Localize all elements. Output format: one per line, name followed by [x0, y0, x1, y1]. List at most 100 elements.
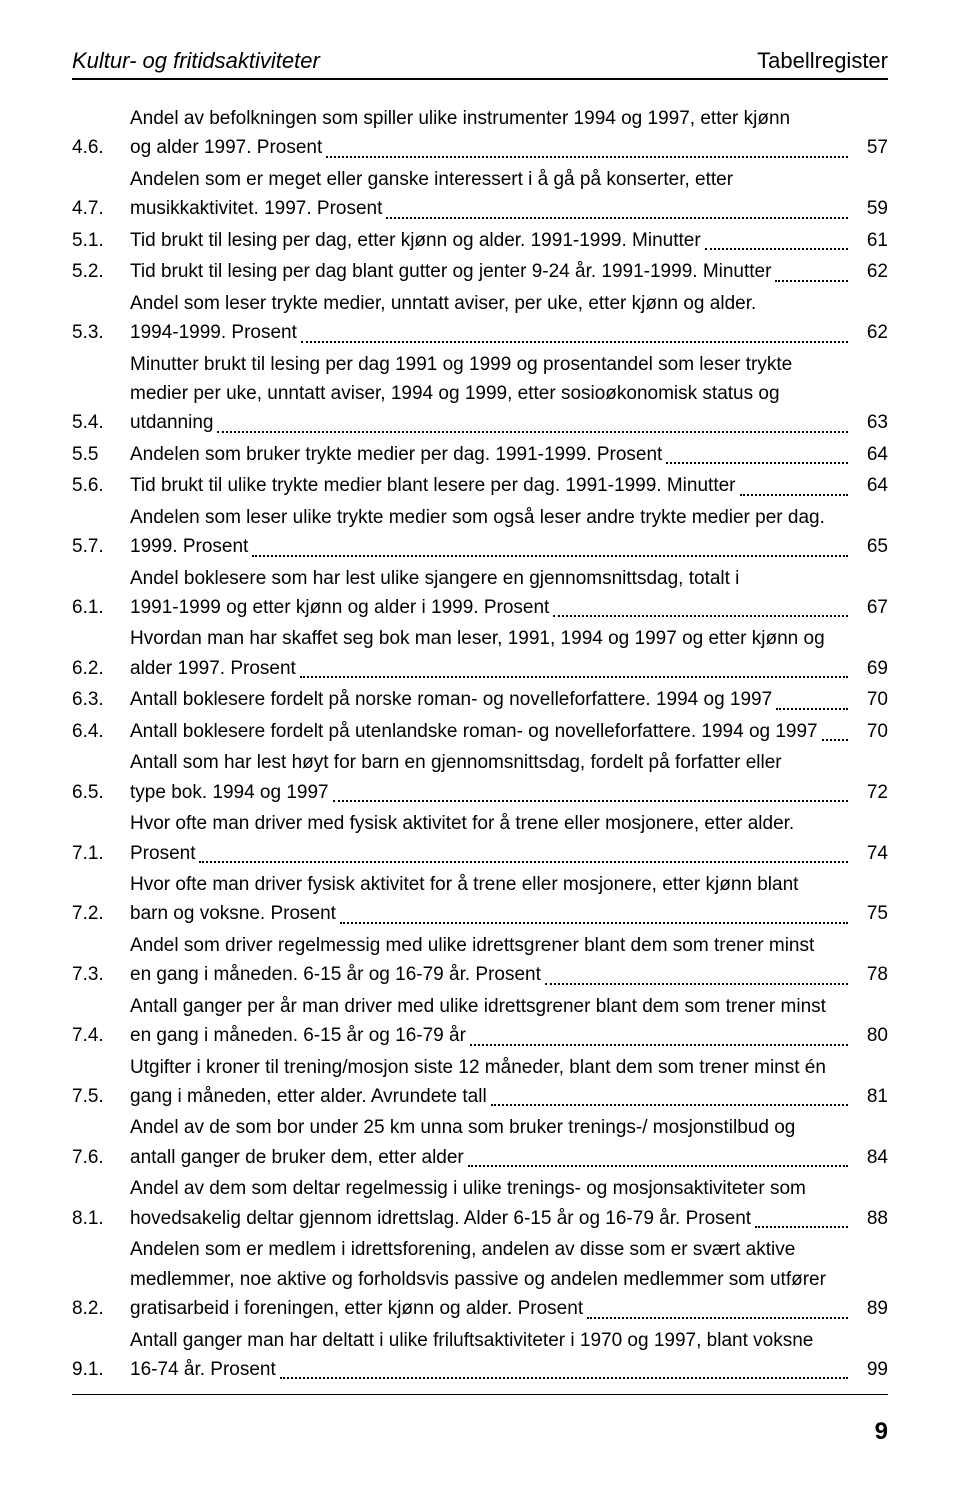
toc-entry-text: Andelen som leser ulike trykte medier so…	[130, 503, 825, 532]
toc-entry-text: type bok. 1994 og 1997	[130, 778, 329, 807]
toc-entry-page: 67	[852, 593, 888, 622]
toc-entry-text: Andelen som bruker trykte medier per dag…	[130, 440, 662, 469]
toc-entry-text: Tid brukt til lesing per dag blant gutte…	[130, 257, 771, 286]
toc-entry: 5.7.Andelen som leser ulike trykte medie…	[72, 503, 888, 562]
toc-entry-text-wrap: Antall ganger per år man driver med ulik…	[130, 992, 888, 1051]
toc-entry-text: Minutter brukt til lesing per dag 1991 o…	[130, 350, 792, 379]
toc-entry-text: Hvordan man har skaffet seg bok man lese…	[130, 624, 825, 653]
toc-entry-line: 16-74 år. Prosent 99	[130, 1355, 888, 1384]
toc-entry-line: Hvor ofte man driver fysisk aktivitet fo…	[130, 870, 888, 899]
toc-entry-number: 6.5.	[72, 778, 130, 807]
toc-entry: 7.1.Hvor ofte man driver med fysisk akti…	[72, 809, 888, 868]
toc-entry-text-wrap: Antall boklesere fordelt på norske roman…	[130, 685, 888, 714]
toc-entry-number: 5.1.	[72, 226, 130, 255]
toc-entry: 6.4.Antall boklesere fordelt på utenland…	[72, 717, 888, 746]
toc-entry-line: type bok. 1994 og 1997 72	[130, 778, 888, 807]
toc-entry-page: 99	[852, 1355, 888, 1384]
toc-entry-line: gang i måneden, etter alder. Avrundete t…	[130, 1082, 888, 1111]
toc-entry-page: 89	[852, 1294, 888, 1323]
toc-entry-text-wrap: Andelen som bruker trykte medier per dag…	[130, 440, 888, 469]
toc-entry-number: 6.3.	[72, 685, 130, 714]
toc-entry-text: Antall ganger per år man driver med ulik…	[130, 992, 826, 1021]
toc-entry-text-wrap: Andel av befolkningen som spiller ulike …	[130, 104, 888, 163]
toc-entry-line: barn og voksne. Prosent75	[130, 899, 888, 928]
toc-entry: 6.5.Antall som har lest høyt for barn en…	[72, 748, 888, 807]
toc-leader-dots	[775, 280, 848, 282]
toc-entry-page: 72	[852, 778, 888, 807]
toc-entry-text-wrap: Andel boklesere som har lest ulike sjang…	[130, 564, 888, 623]
toc-leader-dots	[755, 1226, 848, 1228]
toc-entry-text: Antall ganger man har deltatt i ulike fr…	[130, 1326, 813, 1355]
toc-entry-text: Antall boklesere fordelt på utenlandske …	[130, 717, 818, 746]
page-header: Kultur- og fritidsaktiviteter Tabellregi…	[72, 48, 888, 80]
toc-entry: 6.2.Hvordan man har skaffet seg bok man …	[72, 624, 888, 683]
toc-entry-line: og alder 1997. Prosent 57	[130, 133, 888, 162]
bottom-rule	[72, 1394, 888, 1395]
toc-leader-dots	[386, 217, 848, 219]
toc-entry: 5.6.Tid brukt til ulike trykte medier bl…	[72, 471, 888, 500]
toc-entry-page: 88	[852, 1204, 888, 1233]
toc-entry-line: Antall ganger man har deltatt i ulike fr…	[130, 1326, 888, 1355]
toc-leader-dots	[776, 708, 848, 710]
toc-entry-page: 64	[852, 440, 888, 469]
toc-entry: 5.3.Andel som leser trykte medier, unnta…	[72, 289, 888, 348]
toc-entry-line: Andelen som er medlem i idrettsforening,…	[130, 1235, 888, 1264]
toc-entry-number: 6.4.	[72, 717, 130, 746]
toc-entry: 5.1.Tid brukt til lesing per dag, etter …	[72, 226, 888, 255]
toc-entry-line: Andel av de som bor under 25 km unna som…	[130, 1113, 888, 1142]
table-of-contents: 4.6.Andel av befolkningen som spiller ul…	[72, 104, 888, 1384]
toc-entry-text-wrap: Andel som leser trykte medier, unntatt a…	[130, 289, 888, 348]
toc-leader-dots	[553, 615, 848, 617]
toc-entry-text: alder 1997. Prosent	[130, 654, 296, 683]
toc-leader-dots	[326, 156, 848, 158]
toc-entry-text: Andel av befolkningen som spiller ulike …	[130, 104, 790, 133]
toc-entry-text-wrap: Antall boklesere fordelt på utenlandske …	[130, 717, 888, 746]
toc-entry-number: 5.3.	[72, 318, 130, 347]
toc-leader-dots	[217, 431, 848, 433]
toc-entry-line: Andelen som leser ulike trykte medier so…	[130, 503, 888, 532]
toc-entry-line: Tid brukt til ulike trykte medier blant …	[130, 471, 888, 500]
page-number: 9	[875, 1418, 888, 1446]
toc-entry-line: Andelen som er meget eller ganske intere…	[130, 165, 888, 194]
toc-entry-number: 6.1.	[72, 593, 130, 622]
toc-entry-page: 81	[852, 1082, 888, 1111]
toc-leader-dots	[468, 1165, 848, 1167]
toc-entry-page: 65	[852, 532, 888, 561]
toc-leader-dots	[545, 983, 848, 985]
toc-entry-line: Tid brukt til lesing per dag, etter kjøn…	[130, 226, 888, 255]
toc-entry-text-wrap: Andel av de som bor under 25 km unna som…	[130, 1113, 888, 1172]
toc-leader-dots	[301, 341, 848, 343]
toc-entry-page: 57	[852, 133, 888, 162]
toc-entry-page: 62	[852, 318, 888, 347]
toc-entry-text: 1991-1999 og etter kjønn og alder i 1999…	[130, 593, 549, 622]
toc-entry-text: barn og voksne. Prosent	[130, 899, 336, 928]
toc-entry-line: medlemmer, noe aktive og forholdsvis pas…	[130, 1265, 888, 1294]
toc-entry: 7.5.Utgifter i kroner til trening/mosjon…	[72, 1053, 888, 1112]
toc-entry-text: 16-74 år. Prosent	[130, 1355, 276, 1384]
toc-entry-number: 4.7.	[72, 194, 130, 223]
toc-entry-line: Antall boklesere fordelt på utenlandske …	[130, 717, 888, 746]
toc-entry-text: og alder 1997. Prosent	[130, 133, 322, 162]
toc-entry-number: 5.2.	[72, 257, 130, 286]
toc-entry-number: 5.5	[72, 440, 130, 469]
toc-entry-line: en gang i måneden. 6-15 år og 16-79 år 80	[130, 1021, 888, 1050]
toc-entry-number: 7.5.	[72, 1082, 130, 1111]
toc-entry-page: 69	[852, 654, 888, 683]
toc-entry-line: medier per uke, unntatt aviser, 1994 og …	[130, 379, 888, 408]
toc-entry-text-wrap: Antall ganger man har deltatt i ulike fr…	[130, 1326, 888, 1385]
toc-entry-text: Andelen som er meget eller ganske intere…	[130, 165, 733, 194]
toc-entry-text-wrap: Andelen som er meget eller ganske intere…	[130, 165, 888, 224]
toc-entry-number: 7.1.	[72, 839, 130, 868]
toc-entry-text-wrap: Andel som driver regelmessig med ulike i…	[130, 931, 888, 990]
toc-entry-text: en gang i måneden. 6-15 år og 16-79 år	[130, 1021, 466, 1050]
toc-entry-page: 78	[852, 960, 888, 989]
toc-entry-line: 1999. Prosent65	[130, 532, 888, 561]
toc-entry-page: 80	[852, 1021, 888, 1050]
header-left-title: Kultur- og fritidsaktiviteter	[72, 48, 320, 74]
toc-entry-page: 63	[852, 408, 888, 437]
toc-entry-page: 84	[852, 1143, 888, 1172]
toc-entry-line: 1991-1999 og etter kjønn og alder i 1999…	[130, 593, 888, 622]
toc-entry-text: Andel av de som bor under 25 km unna som…	[130, 1113, 795, 1142]
toc-entry-text: utdanning	[130, 408, 213, 437]
toc-entry-number: 7.2.	[72, 899, 130, 928]
